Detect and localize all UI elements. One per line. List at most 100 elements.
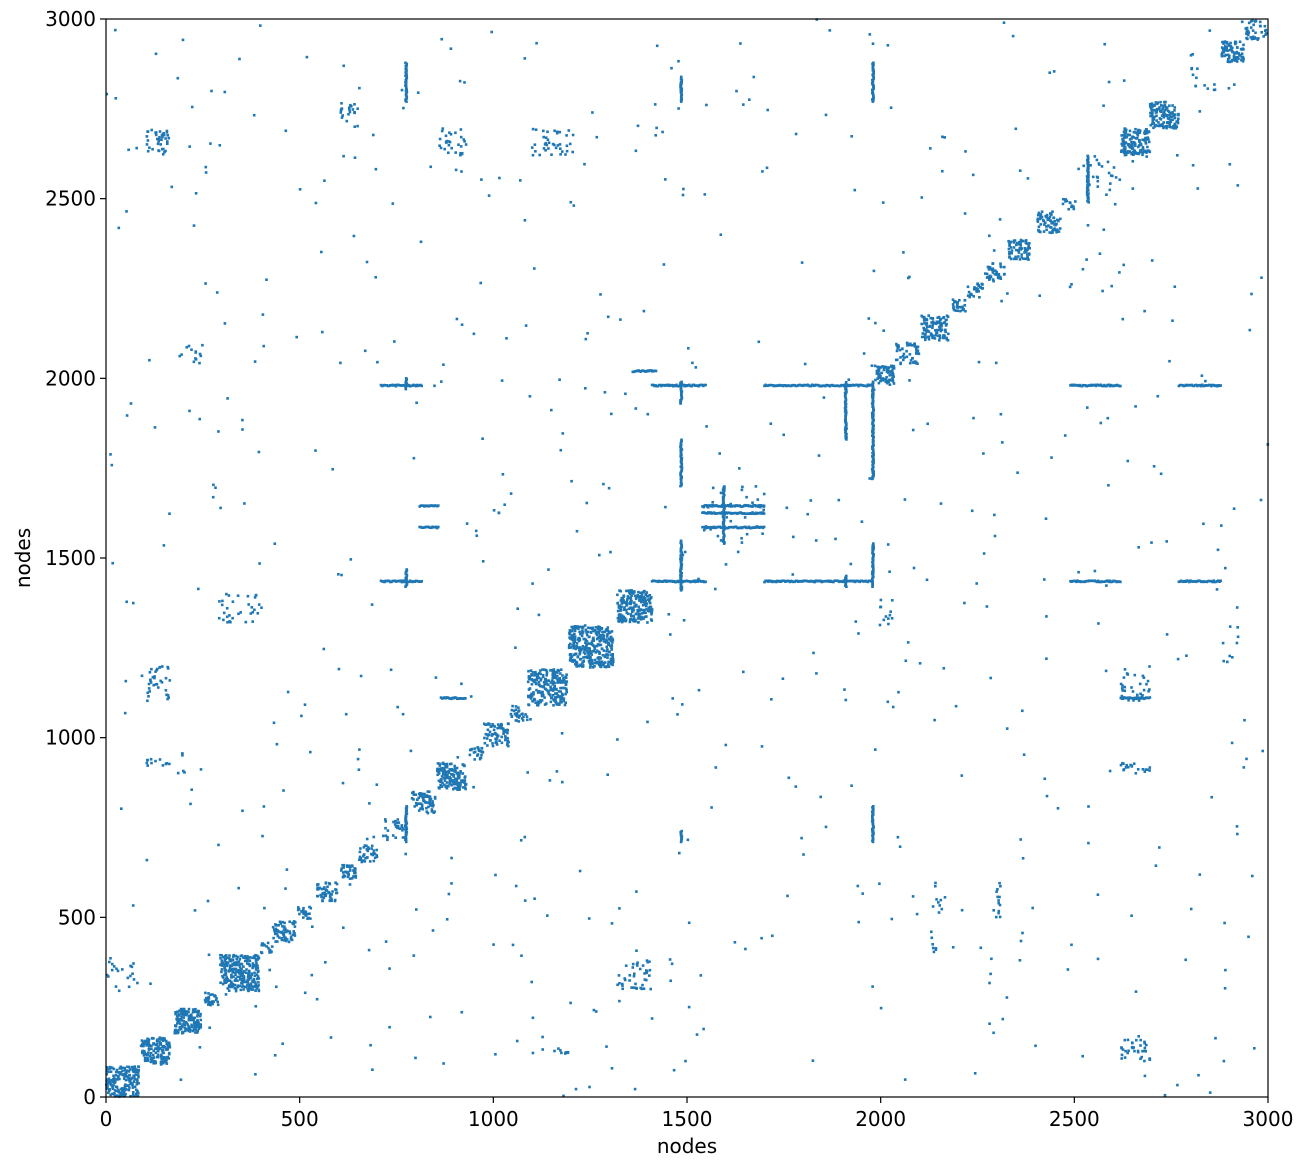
- data-point: [145, 1054, 149, 1057]
- data-point: [337, 667, 341, 671]
- data-point: [282, 935, 286, 938]
- data-point: [1023, 247, 1027, 250]
- data-point: [945, 336, 948, 340]
- data-point: [1120, 1057, 1123, 1060]
- data-point: [872, 542, 875, 545]
- data-point: [223, 969, 227, 972]
- data-point: [161, 764, 165, 767]
- data-point: [1149, 111, 1152, 115]
- data-point: [602, 636, 605, 640]
- data-point: [549, 669, 552, 672]
- data-point: [999, 265, 1002, 268]
- data-point: [1141, 146, 1145, 149]
- data-point: [1231, 46, 1234, 50]
- data-point: [925, 325, 929, 329]
- data-point: [533, 143, 537, 146]
- data-point: [740, 488, 744, 492]
- data-point: [899, 356, 902, 359]
- data-point: [601, 633, 605, 637]
- data-point: [414, 793, 418, 796]
- data-point: [590, 658, 594, 662]
- data-point: [243, 959, 247, 963]
- data-point: [288, 932, 292, 935]
- data-point: [1133, 142, 1137, 146]
- data-point: [135, 1082, 139, 1085]
- data-point: [905, 341, 909, 345]
- data-point: [400, 580, 404, 584]
- data-point: [645, 978, 648, 982]
- data-point: [498, 726, 501, 730]
- data-point: [216, 1003, 220, 1007]
- data-point: [287, 940, 291, 944]
- data-point: [1166, 106, 1169, 109]
- data-point: [621, 984, 624, 987]
- data-point: [249, 975, 253, 978]
- data-point: [560, 692, 564, 696]
- data-point: [934, 948, 938, 951]
- data-point: [999, 277, 1003, 280]
- data-point: [1170, 126, 1174, 129]
- data-point: [1009, 246, 1013, 249]
- data-point: [128, 1065, 131, 1069]
- data-point: [105, 1072, 109, 1076]
- data-point: [1159, 100, 1162, 104]
- data-point: [917, 352, 921, 356]
- data-point: [278, 936, 281, 939]
- data-point: [637, 590, 640, 594]
- data-point: [190, 348, 193, 351]
- data-point: [939, 321, 942, 325]
- data-point: [589, 657, 592, 660]
- data-point: [648, 594, 652, 597]
- data-point: [1146, 679, 1150, 683]
- data-point: [1135, 1038, 1138, 1042]
- data-point: [180, 353, 183, 356]
- data-point: [190, 1018, 194, 1022]
- data-point: [1204, 379, 1207, 383]
- data-point: [219, 956, 222, 960]
- data-point: [154, 759, 157, 763]
- data-point: [1135, 696, 1139, 699]
- data-point: [955, 309, 958, 312]
- data-point: [644, 611, 647, 615]
- data-point: [117, 1088, 120, 1092]
- data-point: [582, 656, 585, 659]
- data-point: [340, 869, 343, 872]
- data-point: [1056, 219, 1060, 222]
- data-point: [1164, 125, 1167, 128]
- data-point: [1095, 175, 1099, 179]
- data-point: [220, 959, 224, 962]
- data-point: [1019, 246, 1022, 249]
- data-point: [254, 963, 257, 967]
- data-point: [547, 691, 550, 694]
- data-point: [1148, 665, 1151, 668]
- data-point: [302, 916, 305, 919]
- data-point: [224, 960, 228, 964]
- data-point: [168, 512, 171, 515]
- data-point: [644, 600, 647, 603]
- data-point: [1006, 292, 1009, 295]
- data-point: [238, 963, 241, 966]
- data-point: [1160, 124, 1163, 127]
- data-point: [549, 688, 552, 692]
- data-point: [607, 663, 610, 666]
- data-point: [273, 930, 277, 933]
- data-point: [429, 1015, 432, 1019]
- data-point: [616, 616, 620, 620]
- data-point: [149, 1051, 153, 1055]
- data-point: [445, 139, 449, 143]
- data-point: [240, 954, 244, 957]
- data-point: [1138, 144, 1141, 147]
- data-point: [160, 1058, 163, 1061]
- data-point: [514, 719, 518, 722]
- data-point: [597, 663, 601, 666]
- data-point: [159, 1063, 163, 1066]
- data-point: [129, 964, 132, 968]
- data-point: [495, 737, 498, 741]
- data-point: [115, 1094, 119, 1097]
- data-point: [844, 381, 848, 384]
- data-point: [481, 751, 485, 754]
- data-point: [1139, 1038, 1142, 1042]
- data-point: [304, 912, 307, 916]
- data-point: [880, 371, 884, 375]
- data-point: [565, 673, 568, 676]
